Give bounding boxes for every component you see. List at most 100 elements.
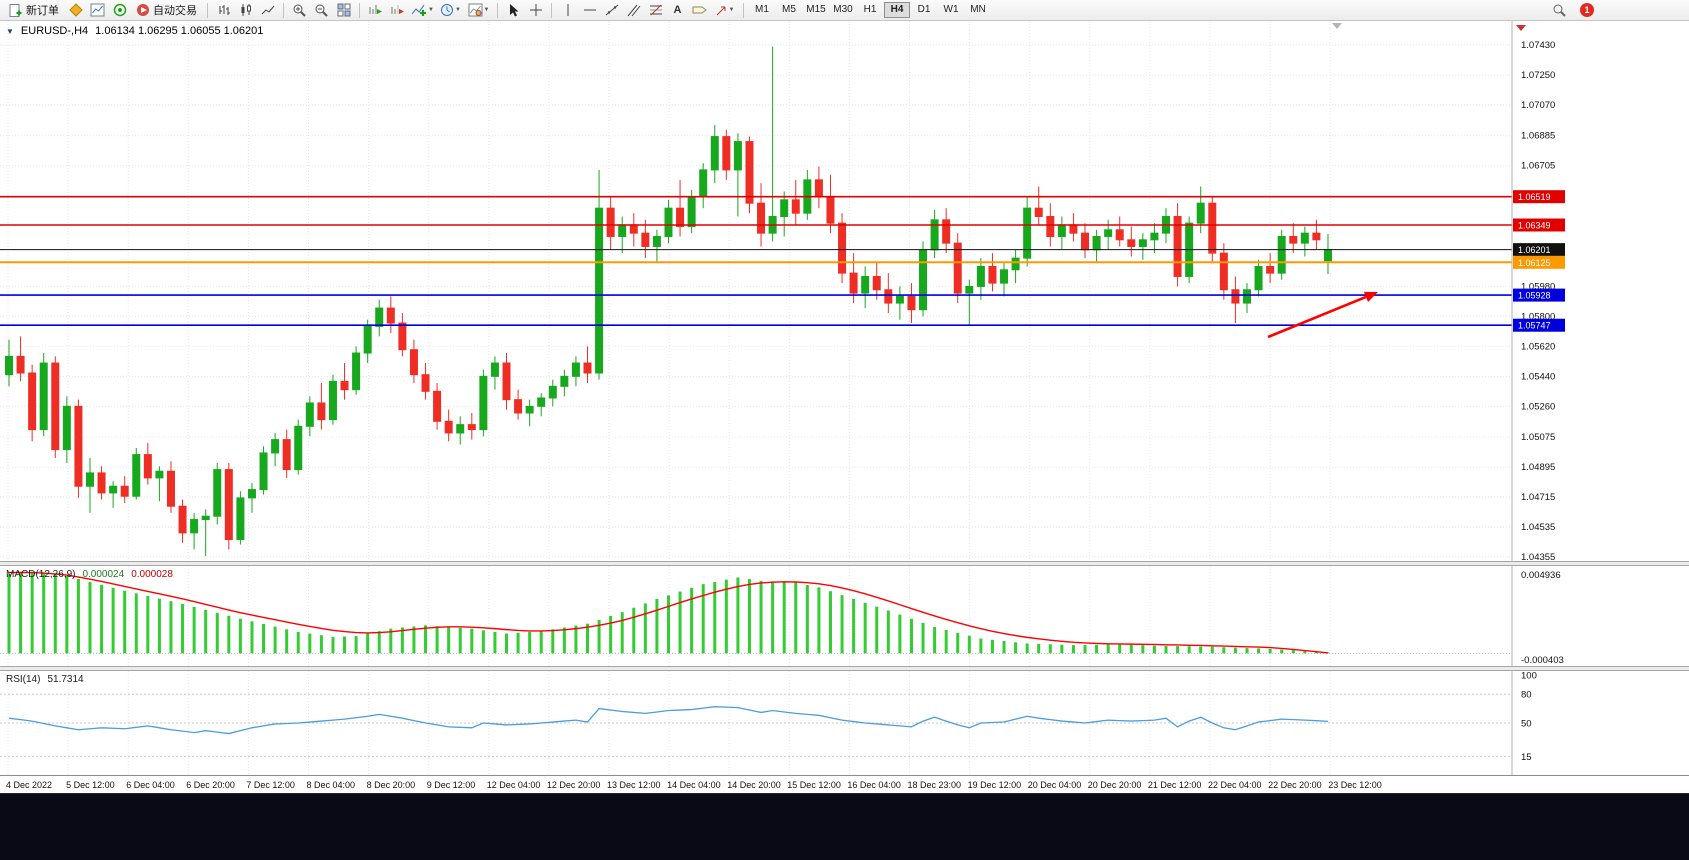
cursor-icon[interactable] [503,1,524,19]
chart-window: 1.07430 1.07250 1.07070 1.06885 1.06705 1.059… [0,21,1689,793]
horizontal-line-tool-icon[interactable] [579,1,600,19]
tf-m15[interactable]: M15 [803,2,829,18]
tf-h4[interactable]: H4 [884,2,910,18]
price-tick-label: 1.05620 [1521,341,1555,352]
trendline-tool-icon[interactable] [601,1,622,19]
vertical-line-tool-icon[interactable] [557,1,578,19]
new-order-label: 新订单 [26,5,59,17]
text-label-tool-icon[interactable] [689,1,710,19]
price-pane: 1.07430 1.07250 1.07070 1.06885 1.06705 1.059… [0,21,1689,561]
macd-chart-canvas[interactable]: 0.004936 -0.000403 [0,566,1689,666]
time-label: 8 Dec 04:00 [306,780,356,790]
tf-mn[interactable]: MN [965,2,991,18]
periods-icon[interactable]: ▼ [437,1,464,19]
crosshair-icon[interactable] [525,1,546,19]
time-label: 15 Dec 12:00 [787,780,841,790]
profiles-icon[interactable] [109,1,130,19]
separator [497,2,498,18]
templates-icon[interactable]: ▼ [465,1,492,19]
chevron-down-icon: ▼ [428,7,434,13]
price-tick-label: 1.05260 [1521,401,1555,412]
notification-badge[interactable]: 1 [1580,3,1594,17]
rsi-tick-label: 15 [1521,752,1532,763]
time-label: 13 Dec 12:00 [607,780,661,790]
text-tool-icon[interactable]: A [673,4,682,16]
tf-m1[interactable]: M1 [749,2,775,18]
svg-text:1.06519: 1.06519 [1518,192,1551,202]
trend-arrow-annotation[interactable] [1267,295,1367,339]
time-label: 6 Dec 04:00 [126,780,175,790]
tf-d1[interactable]: D1 [911,2,937,18]
tf-m5[interactable]: M5 [776,2,802,18]
rsi-chart-canvas[interactable]: 100 80 50 15 [0,671,1689,775]
arrows-tool-icon[interactable]: ▼ [711,1,738,19]
zoom-in-icon[interactable] [289,1,310,19]
price-badge [1513,255,1565,269]
chart-shift-icon[interactable] [387,1,408,19]
time-label: 9 Dec 12:00 [426,780,476,790]
price-tick-label: 1.07430 [1521,40,1555,51]
tf-m30[interactable]: M30 [830,2,856,18]
search-icon[interactable] [1549,1,1570,19]
separator [283,2,284,18]
rsi-tick-label: 50 [1521,719,1532,730]
price-badge [1513,318,1565,332]
svg-text:1.06201: 1.06201 [1518,245,1551,255]
tf-h1[interactable]: H1 [857,2,883,18]
price-tick-label: 1.04535 [1521,522,1555,533]
price-tick-label: 1.06705 [1521,161,1555,172]
new-chart-icon[interactable] [87,1,108,19]
time-label: 4 Dec 2022 [6,780,53,790]
new-order-button[interactable]: 新订单 [3,1,64,19]
macd-main-value: 0.000024 [82,569,125,580]
price-chart-canvas[interactable]: 1.07430 1.07250 1.07070 1.06885 1.06705 1.059… [0,21,1689,561]
separator [359,2,360,18]
time-label: 6 Dec 20:00 [186,780,235,790]
price-tick-label: 1.04895 [1521,462,1555,473]
mql5-icon[interactable] [65,1,86,19]
time-axis[interactable]: 4 Dec 2022 5 Dec 12:00 6 Dec 04:00 6 Dec 20… [0,775,1689,793]
price-tick-label: 1.05075 [1521,432,1555,443]
channel-tool-icon[interactable] [623,1,644,19]
macd-signal-line [8,571,1329,654]
separator [743,2,744,18]
time-label: 16 Dec 04:00 [847,780,901,790]
rsi-tick-label: 100 [1521,671,1537,682]
pane-splitter[interactable] [0,561,1689,566]
zoom-out-icon[interactable] [311,1,332,19]
rsi-name: RSI(14) [6,674,41,685]
symbol-menu-icon[interactable]: ▼ [6,26,14,36]
trend-arrow-head[interactable] [1363,291,1378,303]
chevron-down-icon: ▼ [728,7,735,13]
scale-fix-marker [1516,25,1526,31]
separator [207,2,208,18]
auto-scroll-icon[interactable] [365,1,386,19]
rsi-value: 51.7314 [47,674,84,685]
indicators-icon[interactable]: ▼ [409,1,436,19]
price-tick-label: 1.06885 [1521,131,1555,142]
line-chart-type-icon[interactable] [257,1,278,19]
tf-w1[interactable]: W1 [938,2,964,18]
macd-min-label: -0.000403 [1521,655,1564,666]
bar-chart-type-icon[interactable] [213,1,234,19]
tile-windows-icon[interactable] [333,1,354,19]
time-label: 8 Dec 20:00 [366,780,416,790]
svg-text:1.06349: 1.06349 [1518,220,1551,230]
time-label: 12 Dec 04:00 [486,780,541,790]
candlestick-chart-type-icon[interactable] [235,1,256,19]
time-label: 23 Dec 12:00 [1328,780,1382,790]
chevron-down-icon: ▼ [455,7,461,13]
macd-pane: 0.004936 -0.000403 MACD(12,26,9) 0.000024… [0,566,1689,666]
price-tick-label: 1.07070 [1521,100,1555,111]
chevron-down-icon: ▼ [483,7,490,13]
price-tick-label: 1.05800 [1521,311,1555,322]
pane-splitter[interactable] [0,666,1689,671]
fibonacci-tool-icon[interactable] [645,1,666,19]
price-tick-label: 1.04715 [1521,492,1555,503]
rsi-tick-label: 80 [1521,690,1532,701]
new-order-icon [9,3,22,17]
auto-trading-button[interactable]: 自动交易 [131,1,202,19]
price-badge [1513,190,1565,204]
macd-name: MACD(12,26,9) [6,569,76,580]
rsi-label: RSI(14) 51.7314 [6,674,84,685]
